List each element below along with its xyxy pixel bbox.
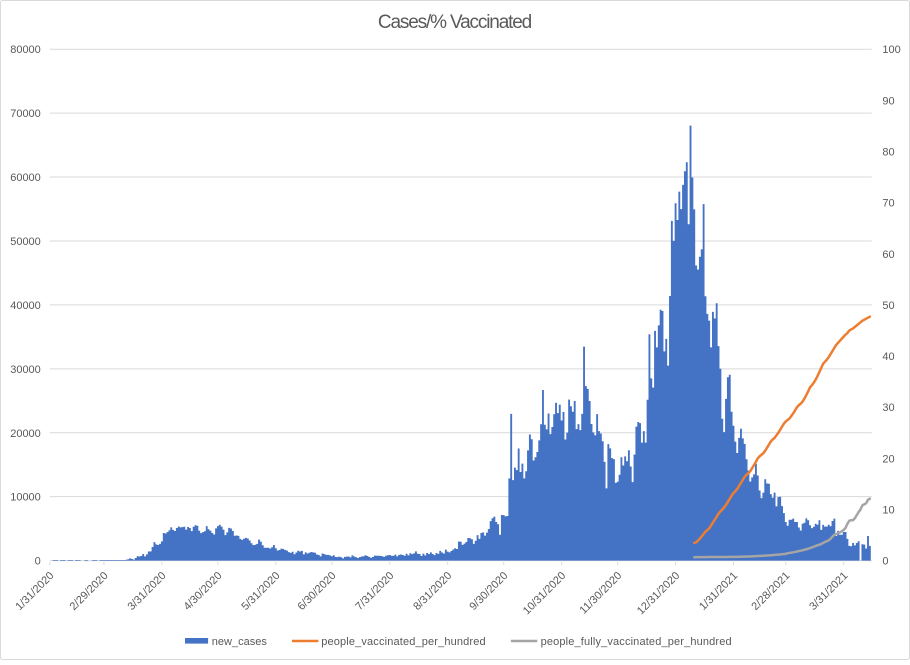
svg-text:70: 70 <box>882 198 894 210</box>
svg-text:30000: 30000 <box>10 364 41 376</box>
svg-text:20: 20 <box>882 453 894 465</box>
svg-text:50000: 50000 <box>10 236 41 248</box>
svg-text:people_fully_vaccinated_per_hu: people_fully_vaccinated_per_hundred <box>541 636 732 648</box>
svg-text:40: 40 <box>882 351 894 363</box>
svg-text:10: 10 <box>882 504 894 516</box>
svg-text:30: 30 <box>882 402 894 414</box>
svg-text:80: 80 <box>882 146 894 158</box>
svg-text:70000: 70000 <box>10 108 41 120</box>
svg-text:people_vaccinated_per_hundred: people_vaccinated_per_hundred <box>321 636 486 648</box>
svg-text:Cases/% Vaccinated: Cases/% Vaccinated <box>378 12 532 33</box>
svg-text:new_cases: new_cases <box>212 636 268 648</box>
svg-text:80000: 80000 <box>10 44 41 56</box>
svg-text:50: 50 <box>882 300 894 312</box>
svg-text:90: 90 <box>882 95 894 107</box>
svg-text:20000: 20000 <box>10 428 41 440</box>
svg-text:10000: 10000 <box>10 492 41 504</box>
svg-text:60000: 60000 <box>10 172 41 184</box>
svg-text:100: 100 <box>882 44 900 56</box>
svg-text:60: 60 <box>882 249 894 261</box>
svg-text:0: 0 <box>35 556 41 568</box>
svg-text:0: 0 <box>882 556 888 568</box>
svg-text:40000: 40000 <box>10 300 41 312</box>
